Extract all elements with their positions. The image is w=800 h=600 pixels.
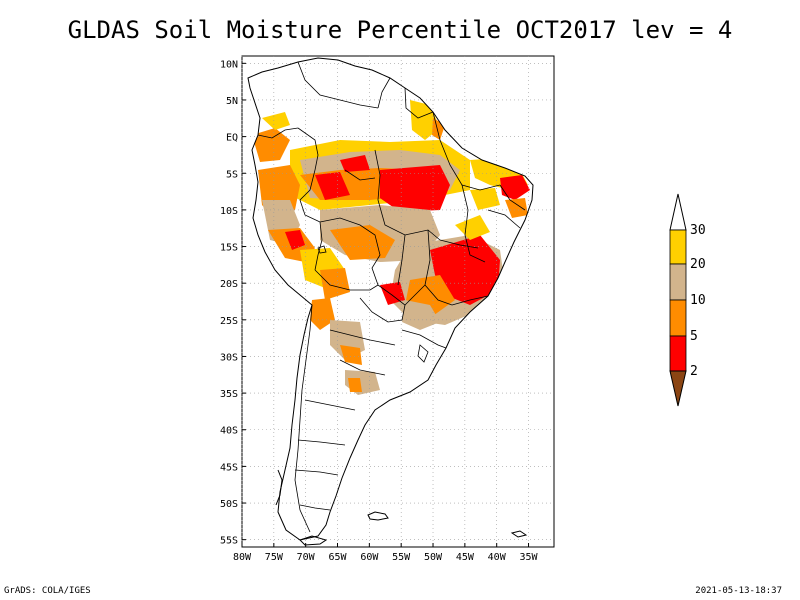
country-borders bbox=[257, 61, 526, 533]
lon-tick-label: 45W bbox=[456, 552, 475, 563]
percentile-region-orange bbox=[252, 128, 290, 162]
colorbar-10-20 bbox=[669, 263, 687, 301]
lon-tick-label: 40W bbox=[488, 552, 507, 563]
percentile-region-red bbox=[340, 155, 370, 172]
lat-tick-label: 30S bbox=[220, 352, 238, 363]
lon-tick-label: 35W bbox=[519, 552, 538, 563]
percentile-region-yellow bbox=[470, 188, 500, 210]
colorbar-2-5 bbox=[669, 335, 687, 372]
soil-moisture-data-layer bbox=[252, 100, 530, 395]
percentile-region-yellow bbox=[455, 215, 490, 240]
percentile-region-red bbox=[380, 282, 405, 305]
colorbar-label: 5 bbox=[690, 329, 698, 344]
percentile-region-orange bbox=[505, 198, 528, 218]
lat-tick-label: 5N bbox=[226, 96, 238, 107]
colorbar-label: 10 bbox=[690, 293, 706, 308]
lat-tick-label: 40S bbox=[220, 426, 238, 437]
lat-tick-label: EQ bbox=[226, 133, 238, 144]
lat-tick-label: 35S bbox=[220, 389, 238, 400]
colorbar-below-2 bbox=[669, 370, 687, 407]
lat-tick-label: 25S bbox=[220, 316, 238, 327]
lon-tick-label: 50W bbox=[424, 552, 443, 563]
lat-tick-label: 55S bbox=[220, 536, 238, 547]
lon-tick-label: 60W bbox=[360, 552, 379, 563]
lon-tick-label: 80W bbox=[233, 552, 252, 563]
percentile-region-orange bbox=[340, 345, 362, 365]
percentile-region-orange bbox=[310, 298, 335, 330]
latitude-axis: 10N 5N EQ 5S 10S 15S 20S 25S 30S 35S 40S 45S 50S 55S bbox=[220, 59, 246, 547]
coastline bbox=[247, 57, 534, 546]
lat-tick-label: 50S bbox=[220, 499, 238, 510]
percentile-region-red bbox=[500, 175, 530, 200]
colorbar-label: 2 bbox=[690, 364, 698, 379]
colorbar-label: 20 bbox=[690, 257, 706, 272]
percentile-region-tan bbox=[402, 300, 440, 330]
colorbar-legend: 30 20 10 5 2 bbox=[669, 193, 706, 407]
longitude-axis: 80W 75W 70W 65W 60W 55W 50W 45W 40W 35W bbox=[233, 543, 539, 563]
footer-timestamp: 2021-05-13-18:37 bbox=[695, 586, 782, 596]
lon-tick-label: 75W bbox=[265, 552, 284, 563]
percentile-region-red bbox=[380, 165, 450, 212]
lat-tick-label: 10S bbox=[220, 206, 238, 217]
percentile-region-red bbox=[315, 172, 350, 200]
lat-tick-label: 45S bbox=[220, 462, 238, 473]
percentile-region-orange bbox=[320, 268, 350, 300]
percentile-region-orange bbox=[348, 378, 362, 392]
percentile-region-yellow bbox=[262, 112, 290, 130]
colorbar-label: 30 bbox=[690, 223, 706, 238]
map-title: GLDAS Soil Moisture Percentile OCT2017 l… bbox=[67, 16, 733, 44]
footer-credit: GrADS: COLA/IGES bbox=[4, 586, 91, 596]
colorbar-above-30 bbox=[669, 193, 687, 231]
lon-tick-label: 55W bbox=[392, 552, 411, 563]
lat-tick-label: 20S bbox=[220, 279, 238, 290]
colorbar-20-30 bbox=[669, 229, 687, 265]
lat-tick-label: 15S bbox=[220, 243, 238, 254]
lon-tick-label: 70W bbox=[297, 552, 316, 563]
lat-tick-label: 5S bbox=[226, 169, 238, 180]
colorbar-5-10 bbox=[669, 299, 687, 337]
lon-tick-label: 65W bbox=[328, 552, 347, 563]
percentile-region-red bbox=[285, 230, 305, 250]
lat-tick-label: 10N bbox=[220, 59, 238, 70]
